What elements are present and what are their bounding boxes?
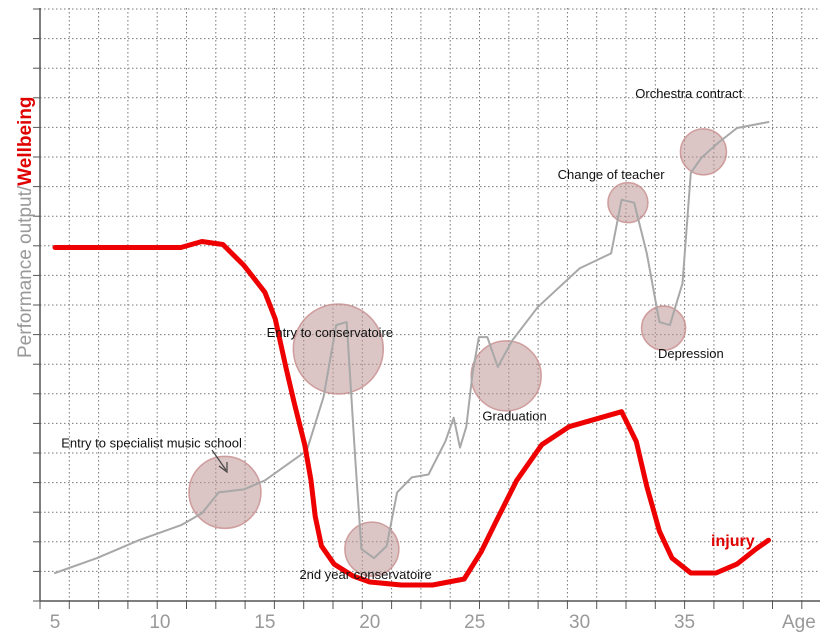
- annotation-label: Change of teacher: [558, 167, 666, 182]
- event-circle: [640, 305, 687, 351]
- event-circle: [292, 303, 385, 395]
- x-tick-label: 35: [674, 612, 695, 633]
- annotation-label: injury: [711, 533, 755, 550]
- event-circles: [188, 128, 728, 577]
- event-circle: [344, 521, 400, 577]
- x-tick-label: 5: [50, 612, 61, 633]
- x-tick-label: 10: [149, 612, 170, 633]
- x-tick-label: 30: [569, 612, 590, 633]
- x-ticks: [39, 601, 803, 609]
- annotation-arrow-head: [218, 462, 228, 474]
- annotation-label: Entry to specialist music school: [61, 436, 242, 451]
- y-axis-label: Performance output/Wellbeing: [15, 96, 36, 358]
- y-axis-label-prefix: Performance output/: [15, 185, 36, 358]
- y-axis-label-wellbeing: Wellbeing: [15, 96, 36, 185]
- x-tick-labels: 5 10 15 20 25 30 35: [50, 612, 695, 633]
- axes: [33, 8, 820, 609]
- x-tick-label: 20: [359, 612, 380, 633]
- annotation-label: 2nd year conservatoire: [299, 567, 431, 582]
- annotation-label: Entry to conservatoire: [267, 325, 393, 340]
- grid: [39, 8, 820, 602]
- series-line-wellbeing: [52, 239, 771, 588]
- event-circle: [607, 181, 649, 224]
- series-line-performance: [54, 121, 770, 574]
- series-lines: [52, 121, 771, 588]
- x-axis-age-label: Age: [782, 612, 816, 633]
- annotation-arrow: [211, 449, 227, 471]
- x-tick-label: 15: [254, 612, 275, 633]
- annotation-label: Orchestra contract: [635, 86, 742, 101]
- x-tick-label: 25: [464, 612, 485, 633]
- y-ticks: [33, 8, 40, 602]
- annotations: Entry to specialist music school Entry to…: [61, 86, 754, 582]
- annotation-label: Depression: [658, 346, 724, 361]
- event-circle: [470, 340, 542, 412]
- event-circle: [679, 128, 728, 176]
- annotation-label: Graduation: [482, 409, 546, 424]
